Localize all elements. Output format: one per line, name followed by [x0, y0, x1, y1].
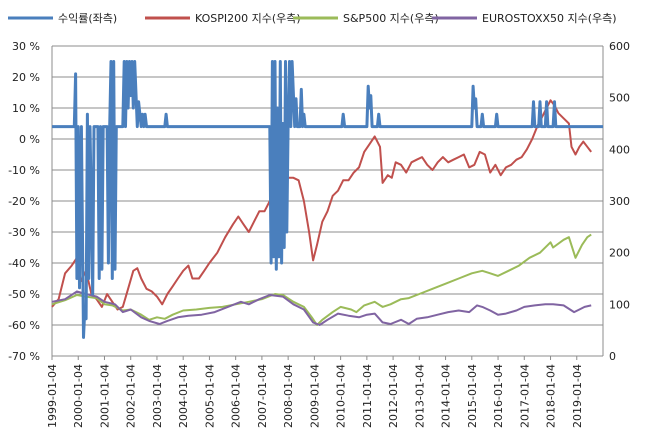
y-right-tick-label: 200	[609, 247, 630, 260]
x-tick-label: 2007-01-04	[256, 364, 269, 428]
x-tick-label: 2011-01-04	[361, 364, 374, 428]
y-right-tick-label: 300	[609, 195, 630, 208]
chart-legend: 수익률(좌측) KOSPI200 지수(우측) S&P500 지수(우측) EUROS…	[8, 12, 617, 25]
y-left-tick-label: -10 %	[8, 164, 40, 177]
x-tick-label: 2019-01-04	[571, 364, 584, 428]
legend-label: S&P500 지수(우측)	[343, 12, 439, 25]
x-tick-label: 2014-01-04	[440, 364, 453, 428]
y-right-tick-label: 0	[609, 350, 616, 363]
y-left-tick-label: 10 %	[12, 102, 40, 115]
y-axis-left-labels: 30 % 20 % 10 % 0 % -10 % -20 % -30 % -40 % -50 %…	[8, 40, 40, 363]
chart-axes	[51, 46, 604, 360]
series-line-2	[51, 233, 592, 326]
x-tick-label: 2013-01-04	[413, 364, 426, 428]
series-line-0	[52, 60, 603, 339]
series-line-3	[51, 290, 592, 326]
x-tick-label: 2017-01-04	[518, 364, 531, 428]
x-tick-label: 2006-01-04	[230, 364, 243, 428]
y-axis-right-labels: 600 500 400 300 200 100 0	[609, 40, 630, 363]
y-right-tick-label: 500	[609, 92, 630, 105]
x-tick-label: 2004-01-04	[177, 364, 190, 428]
legend-label: 수익률(좌측)	[58, 12, 117, 25]
y-right-tick-label: 100	[609, 298, 630, 311]
x-tick-label: 2001-01-04	[98, 364, 111, 428]
x-tick-label: 2016-01-04	[492, 364, 505, 428]
x-tick-label: 2012-01-04	[387, 364, 400, 428]
series-line-1	[51, 99, 592, 311]
y-left-tick-label: -20 %	[8, 195, 40, 208]
x-tick-label: 2002-01-04	[125, 364, 138, 428]
legend-label: KOSPI200 지수(우측)	[195, 12, 301, 25]
chart-gridlines	[52, 45, 603, 357]
x-tick-label: 2015-01-04	[466, 364, 479, 428]
x-tick-label: 2000-01-04	[72, 364, 85, 428]
x-axis-labels: 1999-01-04 2000-01-04 2001-01-04 2002-01-04…	[46, 364, 584, 428]
x-tick-label: 2005-01-04	[203, 364, 216, 428]
y-left-tick-label: 0 %	[19, 133, 40, 146]
legend-label: EUROSTOXX50 지수(우측)	[482, 12, 617, 25]
x-tick-label: 2009-01-04	[308, 364, 321, 428]
y-left-tick-label: -50 %	[8, 288, 40, 301]
y-left-tick-label: 20 %	[12, 71, 40, 84]
x-tick-label: 2018-01-04	[545, 364, 558, 428]
y-left-tick-label: 30 %	[12, 40, 40, 53]
y-left-tick-label: -70 %	[8, 350, 40, 363]
x-tick-label: 1999-01-04	[46, 364, 59, 428]
x-tick-label: 2003-01-04	[151, 364, 164, 428]
y-right-tick-label: 600	[609, 40, 630, 53]
y-left-tick-label: -40 %	[8, 257, 40, 270]
x-tick-label: 2010-01-04	[335, 364, 348, 428]
y-left-tick-label: -30 %	[8, 226, 40, 239]
x-tick-label: 2008-01-04	[282, 364, 295, 428]
y-left-tick-label: -60 %	[8, 319, 40, 332]
chart-series-group	[51, 60, 603, 339]
y-right-tick-label: 400	[609, 143, 630, 156]
